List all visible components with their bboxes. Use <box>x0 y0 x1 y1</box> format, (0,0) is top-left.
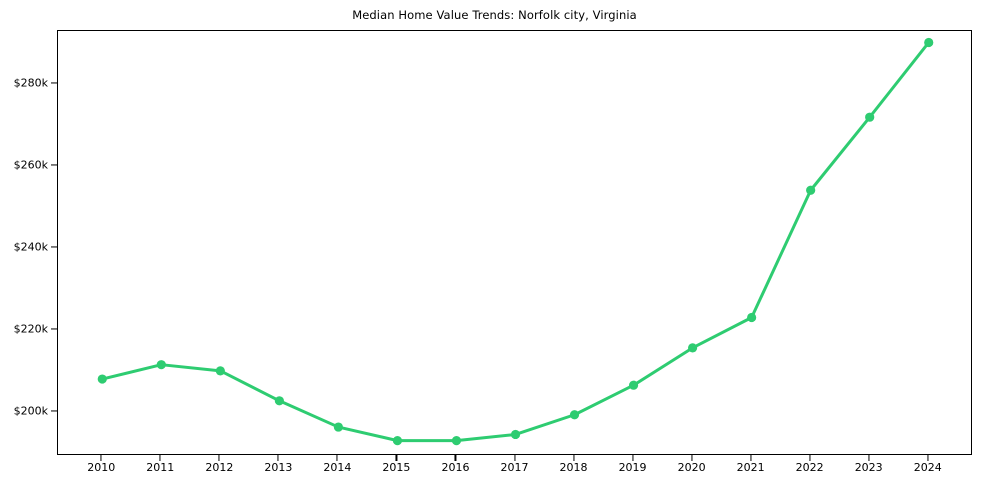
y-axis-tick-label: $200k <box>13 404 48 418</box>
y-axis-tick-labels: $200k $220k $240k $260k $280k <box>0 0 48 490</box>
x-axis-tick-label: 2016 <box>441 461 470 474</box>
x-axis-tick-label: 2024 <box>913 461 942 474</box>
x-axis-tick-mark <box>691 455 693 461</box>
y-axis-tick-label: $260k <box>13 158 48 172</box>
x-axis-tick-mark <box>809 455 811 461</box>
x-axis-tick-mark <box>513 455 516 461</box>
y-axis-tick-mark <box>51 328 57 330</box>
x-axis-tick-label: 2019 <box>618 461 647 474</box>
x-axis-tick-mark <box>454 455 456 461</box>
x-axis-tick-mark <box>277 455 279 461</box>
data-point-marker <box>569 410 580 420</box>
data-point-marker <box>451 436 462 446</box>
data-point-marker <box>510 429 521 440</box>
x-axis-tick-label: 2018 <box>559 461 588 474</box>
y-axis-tick-mark <box>51 164 57 166</box>
data-point-marker <box>865 112 875 122</box>
y-axis-tick-label: $220k <box>13 322 48 336</box>
x-axis-tick-mark <box>395 455 397 461</box>
y-axis-tick-mark <box>51 81 57 84</box>
chart-title: Median Home Value Trends: Norfolk city, … <box>352 8 637 22</box>
series-markers-median-home-value <box>97 37 934 446</box>
data-point-marker <box>215 366 225 376</box>
data-point-marker <box>806 185 816 195</box>
x-axis-tick-label: 2011 <box>146 461 175 474</box>
x-axis-tick-label: 2017 <box>500 461 529 474</box>
data-point-marker <box>274 396 284 406</box>
x-axis-tick-label: 2013 <box>264 461 293 474</box>
line-series-svg <box>97 37 934 446</box>
x-axis-tick-label: 2010 <box>87 461 116 474</box>
y-axis-tick-mark <box>51 246 57 248</box>
data-point-marker <box>747 312 757 323</box>
y-axis-tick-label: $240k <box>13 240 48 254</box>
data-point-marker <box>688 343 698 353</box>
x-axis-tick-mark <box>159 455 161 461</box>
data-point-marker <box>628 380 639 390</box>
y-axis-tick-label: $280k <box>13 76 48 90</box>
data-point-marker <box>924 37 934 48</box>
x-axis-tick-label: 2022 <box>795 461 824 474</box>
x-axis-tick-mark <box>572 455 575 461</box>
x-axis-tick-mark <box>632 455 634 461</box>
x-axis-tick-label: 2023 <box>854 461 883 474</box>
x-axis-tick-label: 2020 <box>677 461 706 474</box>
x-axis-tick-mark <box>336 455 338 461</box>
x-axis-tick-mark <box>218 455 220 461</box>
data-point-marker <box>156 360 166 370</box>
x-axis-tick-label: 2014 <box>323 461 352 474</box>
x-axis-tick-mark <box>750 455 752 461</box>
data-point-marker <box>333 422 343 432</box>
x-axis-tick-mark <box>927 455 929 461</box>
data-point-marker <box>97 374 107 384</box>
series-line-median-home-value <box>100 40 931 443</box>
y-axis-tick-mark <box>51 410 57 412</box>
plot-area <box>57 30 972 455</box>
data-point-marker <box>392 436 403 446</box>
x-axis-tick-label: 2015 <box>382 461 411 474</box>
x-axis-tick-mark <box>100 455 102 461</box>
x-axis-tick-label: 2012 <box>205 461 234 474</box>
x-axis-tick-mark <box>868 455 870 461</box>
x-axis-tick-label: 2021 <box>736 461 765 474</box>
